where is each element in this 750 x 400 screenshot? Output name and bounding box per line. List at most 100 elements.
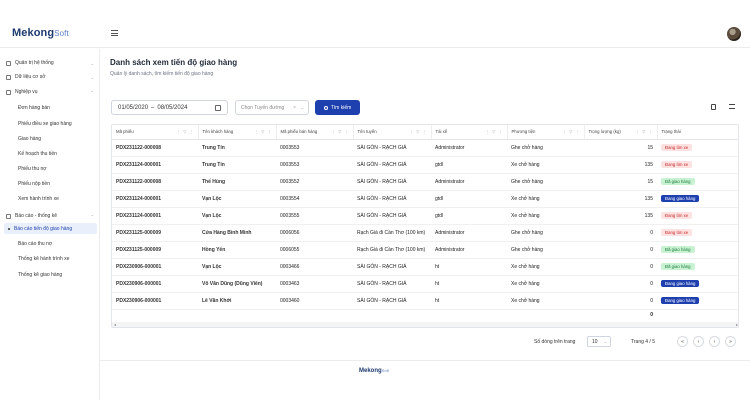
sidebar-group-label: Quản trị hệ thống bbox=[15, 60, 54, 66]
cell-driver: ht bbox=[431, 258, 507, 276]
table-row[interactable]: PDX231124-000001 Vạn Lộc 0003555 SÀI GÒN - … bbox=[112, 207, 738, 225]
sidebar-item-orders[interactable]: Đơn hàng bán bbox=[18, 105, 50, 111]
cell-driver: ht bbox=[431, 292, 507, 310]
column-header[interactable]: Tên khách hàng ⋮ ▽ ⋮ bbox=[198, 125, 277, 140]
sidebar-item-delivery-stats[interactable]: Thống kê giao hàng bbox=[18, 272, 63, 278]
filter-icon[interactable]: ⋮ ▽ ⋮ bbox=[254, 129, 273, 134]
cell-status: Đang giao hàng bbox=[657, 292, 738, 310]
chevron-down-icon: ⌄ bbox=[603, 339, 607, 344]
filter-icon[interactable]: ⋮ ▽ ⋮ bbox=[409, 129, 428, 134]
total-cell bbox=[276, 309, 353, 321]
status-badge: Đang tìm xe bbox=[661, 228, 693, 237]
column-header[interactable]: Trọng lượng (kg) ⋮ ▽ ⋮ bbox=[584, 125, 658, 140]
column-header[interactable]: Tài xế ⋮ ▽ ⋮ bbox=[431, 125, 508, 140]
cell-driver: Administrator bbox=[431, 139, 507, 157]
filter-icon[interactable]: ⋮ ▽ ⋮ bbox=[635, 129, 654, 134]
table-row[interactable]: PDX231124-000001 Vạn Lộc 0003554 SÀI GÒN - … bbox=[112, 190, 738, 208]
cell-customer: Vạn Lộc bbox=[198, 207, 276, 225]
sidebar-group-reports[interactable]: Báo cáo - thống kê ⌃ bbox=[0, 210, 100, 222]
route-select[interactable]: Chọn Tuyến đường × ⌄ bbox=[235, 100, 309, 115]
cell-vehicle: Ghe chở hàng bbox=[507, 139, 584, 157]
date-range-picker[interactable]: 01/05/2020 – 08/05/2024 bbox=[111, 100, 228, 115]
column-settings-button[interactable] bbox=[726, 101, 737, 112]
cell-route: SÀI GÒN - RẠCH GIÁ bbox=[353, 207, 431, 225]
table-row[interactable]: PDX230906-000001 Vạn Lộc 0003466 SÀI GÒN - … bbox=[112, 258, 738, 276]
scroll-left-icon[interactable]: ◂ bbox=[114, 322, 117, 327]
logo-suffix: Soft bbox=[54, 29, 69, 38]
app-logo[interactable]: MekongSoft bbox=[12, 27, 69, 39]
cell-vehicle: Xe chở hàng bbox=[507, 292, 584, 310]
cell-vehicle: Xe chở hàng bbox=[507, 190, 584, 208]
cell-ticket-code: PDX231122-000008 bbox=[112, 139, 198, 157]
table-row[interactable]: PDX231125-000009 Hồng Yến 0006055 Rạch Giá … bbox=[112, 241, 738, 259]
sidebar: Quản trị hệ thống ⌄ Dữ liệu cơ sở ⌄ Nghi… bbox=[0, 49, 100, 400]
status-badge: Đã giao hàng bbox=[661, 245, 695, 254]
table-row[interactable]: PDX231125-000009 Cửa Hàng Bình Minh 000605… bbox=[112, 224, 738, 242]
cell-customer: Vạn Lộc bbox=[198, 258, 276, 276]
cell-sales-code: 0003553 bbox=[276, 139, 353, 157]
table-row[interactable]: PDX230906-000001 Võ Văn Dũng (Dũng Viên) 0… bbox=[112, 275, 738, 293]
cell-route: SÀI GÒN - RẠCH GIÁ bbox=[353, 258, 431, 276]
clear-icon[interactable]: × bbox=[293, 104, 296, 111]
sidebar-group-operations[interactable]: Nghiệp vụ ⌃ bbox=[0, 86, 100, 98]
logo-main: Mekong bbox=[12, 27, 55, 39]
filter-icon[interactable]: ⋮ ▽ ⋮ bbox=[485, 129, 504, 134]
calendar-icon[interactable] bbox=[215, 105, 221, 111]
sidebar-item-payment[interactable]: Phiếu nộp tiền bbox=[18, 181, 50, 187]
table-row[interactable]: PDX230906-000001 Lê Văn Khởi 0003460 SÀI GÒ… bbox=[112, 292, 738, 310]
column-header[interactable]: Trạng thái bbox=[657, 125, 738, 140]
cell-status: Đã giao hàng bbox=[657, 258, 738, 276]
page-title: Danh sách xem tiến độ giao hàng bbox=[110, 58, 238, 67]
column-header[interactable]: Tên tuyến ⋮ ▽ ⋮ bbox=[353, 125, 432, 140]
horizontal-scrollbar[interactable]: ◂ ▸ bbox=[112, 322, 738, 327]
settings-icon bbox=[728, 104, 735, 109]
cell-vehicle: Xe chở hàng bbox=[507, 258, 584, 276]
cell-status: Đang giao hàng bbox=[657, 190, 738, 208]
prev-page-button[interactable]: ‹ bbox=[693, 336, 704, 347]
menu-icon[interactable] bbox=[111, 30, 118, 37]
sidebar-item-collection-plan[interactable]: Kế hoạch thu tiền bbox=[18, 151, 57, 157]
sidebar-group-system[interactable]: Quản trị hệ thống ⌄ bbox=[0, 57, 100, 69]
cell-status: Đã giao hàng bbox=[657, 241, 738, 259]
sidebar-item-delivery-progress[interactable]: Báo cáo tiến độ giao hàng bbox=[14, 226, 73, 232]
cell-sales-code: 0006056 bbox=[276, 224, 353, 242]
footer-logo: MekongSoft bbox=[359, 368, 389, 374]
total-cell bbox=[353, 309, 431, 321]
sidebar-group-base-data[interactable]: Dữ liệu cơ sở ⌄ bbox=[0, 71, 100, 83]
export-button[interactable] bbox=[708, 101, 719, 112]
cell-ticket-code: PDX231124-000001 bbox=[112, 207, 198, 225]
chevron-down-icon: ⌄ bbox=[300, 105, 304, 110]
next-page-button[interactable]: › bbox=[709, 336, 720, 347]
table-row[interactable]: PDX231124-000001 Trung Tín 0003553 SÀI GÒN … bbox=[112, 156, 738, 174]
column-header[interactable]: Mã phiếu ⋮ ▽ ⋮ bbox=[112, 125, 199, 140]
cell-status: Đang tìm xe bbox=[657, 139, 738, 157]
cell-driver: gtdl bbox=[431, 156, 507, 174]
cell-vehicle: Xe chở hàng bbox=[507, 156, 584, 174]
last-page-button[interactable]: » bbox=[725, 336, 736, 347]
first-page-button[interactable]: « bbox=[677, 336, 688, 347]
filter-icon[interactable]: ⋮ ▽ ⋮ bbox=[331, 129, 350, 134]
cell-weight: 0 bbox=[584, 224, 657, 242]
sidebar-item-vehicle-route[interactable]: Xem hành trình xe bbox=[18, 196, 59, 202]
cell-route: Rạch Giá đi Cần Thơ (100 km) bbox=[353, 224, 431, 242]
rows-per-page-value: 10 bbox=[592, 338, 598, 345]
sidebar-item-dispatch[interactable]: Phiếu điều xe giao hàng bbox=[18, 121, 72, 127]
sidebar-item-debt-report[interactable]: Báo cáo thu nợ bbox=[18, 241, 53, 247]
cell-status: Đang tìm xe bbox=[657, 224, 738, 242]
table-row[interactable]: PDX231122-000008 Trung Tín 0003553 SÀI GÒN … bbox=[112, 139, 738, 157]
avatar[interactable] bbox=[727, 27, 741, 41]
search-icon bbox=[323, 105, 328, 110]
rows-per-page-select[interactable]: 10 ⌄ bbox=[587, 336, 611, 347]
cell-customer: Hồng Yến bbox=[198, 241, 276, 259]
column-header[interactable]: Phương tiện ⋮ ▽ ⋮ bbox=[507, 125, 585, 140]
table-row[interactable]: PDX231122-000008 Thế Hùng 0003552 SÀI GÒN -… bbox=[112, 173, 738, 191]
filter-icon[interactable]: ⋮ ▽ ⋮ bbox=[562, 129, 581, 134]
column-header[interactable]: Mã phiếu bán hàng ⋮ ▽ ⋮ bbox=[276, 125, 354, 140]
scroll-right-icon[interactable]: ▸ bbox=[735, 322, 738, 327]
sidebar-item-route-stats[interactable]: Thống kê hành trình xe bbox=[18, 256, 70, 262]
filter-icon[interactable]: ⋮ ▽ ⋮ bbox=[176, 129, 195, 134]
search-button[interactable]: Tìm kiếm bbox=[315, 100, 360, 115]
sidebar-item-debt-receipt[interactable]: Phiếu thu nợ bbox=[18, 166, 47, 172]
cell-weight: 135 bbox=[584, 207, 657, 225]
sidebar-item-delivery[interactable]: Giao hàng bbox=[18, 136, 42, 142]
